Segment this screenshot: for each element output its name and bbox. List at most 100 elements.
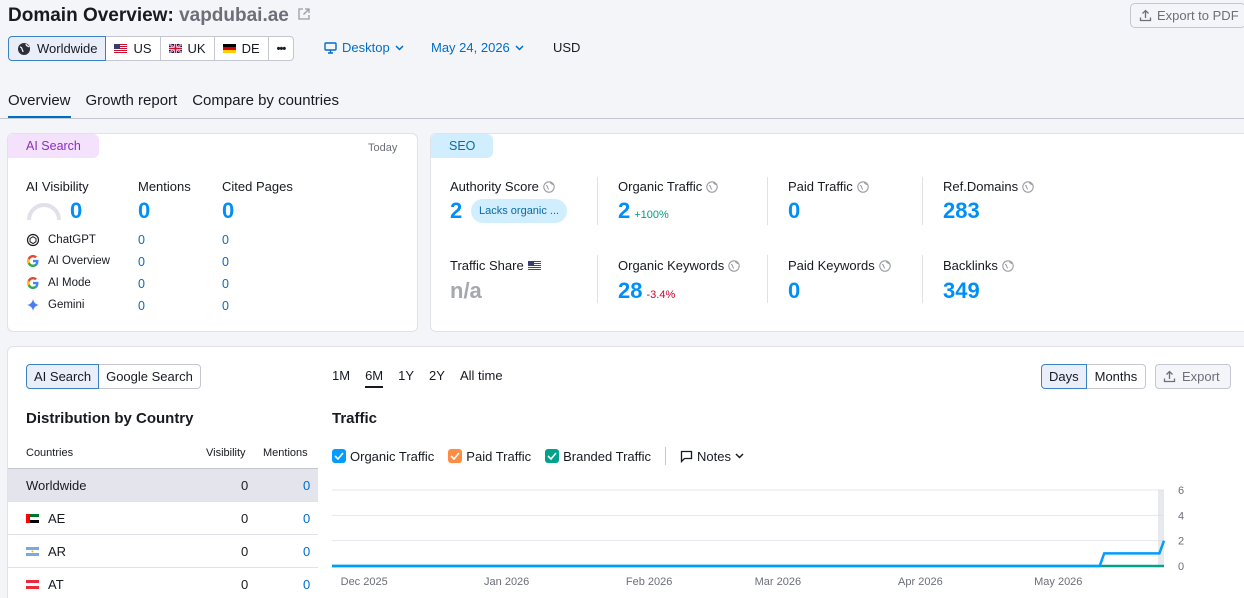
authority-score-value[interactable]: 2 [450, 198, 463, 223]
country-mentions[interactable]: 0 [303, 576, 311, 592]
traffic-share-text: Traffic Share [450, 258, 524, 273]
paid-keywords-value[interactable]: 0 [788, 278, 801, 303]
external-link-icon[interactable] [298, 8, 310, 20]
info-globe-icon[interactable] [857, 180, 869, 193]
paid-traffic-value[interactable]: 0 [788, 198, 801, 223]
today-label: Today [368, 142, 398, 154]
backlinks-value[interactable]: 349 [943, 278, 980, 303]
region-uk[interactable]: UK [159, 36, 215, 61]
visibility-gauge-icon [27, 203, 61, 221]
region-uk-label: UK [187, 41, 206, 56]
organic-keywords-value[interactable]: 28 [618, 278, 643, 303]
region-us-label: US [133, 41, 152, 56]
toggle-google-search[interactable]: Google Search [99, 364, 201, 389]
export-icon [1139, 9, 1152, 22]
ai-search-pill: AI Search [8, 134, 99, 158]
chatgpt-icon [26, 233, 40, 247]
ai-source-mentions[interactable]: 0 [138, 233, 145, 247]
mentions-value[interactable]: 0 [138, 198, 151, 223]
legend-organic[interactable]: Organic Traffic [350, 448, 435, 464]
google-icon [27, 255, 39, 267]
traffic-share-label: Traffic Share [450, 258, 541, 273]
tab-growth-report[interactable]: Growth report [85, 92, 178, 109]
info-globe-icon[interactable] [728, 259, 740, 272]
country-visibility: 0 [241, 510, 249, 526]
domain-name[interactable]: vapdubai.ae [179, 5, 289, 26]
info-globe-icon[interactable] [1002, 259, 1014, 272]
authority-score-label: Authority Score [450, 179, 555, 194]
organic-keywords-text: Organic Keywords [618, 258, 725, 273]
period-6m[interactable]: 6M [365, 368, 384, 388]
country-mentions[interactable]: 0 [303, 477, 311, 493]
divider [922, 177, 923, 225]
export-pdf-label: Export to PDF [1157, 8, 1239, 23]
info-globe-icon[interactable] [1022, 180, 1034, 193]
organic-traffic-value[interactable]: 2 [618, 198, 631, 223]
country-mentions[interactable]: 0 [303, 510, 311, 526]
ai-source-cited[interactable]: 0 [222, 277, 229, 291]
traffic-title: Traffic [332, 410, 378, 427]
col-mentions: Mentions [263, 447, 308, 459]
ai-source-cited[interactable]: 0 [222, 233, 229, 247]
uk-flag-icon [168, 44, 182, 53]
legend-divider [665, 447, 667, 465]
period-all-time[interactable]: All time [459, 368, 503, 383]
export-button[interactable]: Export [1155, 364, 1231, 389]
table-row[interactable]: AR 0 0 [8, 535, 318, 568]
region-de[interactable]: DE [213, 36, 269, 61]
organic-checkbox[interactable] [332, 449, 346, 463]
ai-source-cited[interactable]: 0 [222, 255, 229, 269]
export-pdf-button[interactable]: Export to PDF [1130, 3, 1244, 28]
notes-dropdown[interactable]: Notes [680, 449, 744, 464]
legend-branded[interactable]: Branded Traffic [563, 448, 652, 464]
more-regions-button[interactable]: ••• [267, 36, 295, 61]
ai-source-name: AI Overview [48, 255, 110, 267]
desktop-icon [324, 41, 337, 54]
table-row[interactable]: AE 0 0 [8, 502, 318, 535]
ref-domains-value[interactable]: 283 [943, 198, 980, 223]
ai-source-cited[interactable]: 0 [222, 299, 229, 313]
ar-flag-icon [26, 546, 39, 556]
paid-checkbox[interactable] [448, 449, 463, 463]
country-name: Worldwide [26, 477, 87, 493]
country-name: AR [48, 543, 67, 559]
toggle-days[interactable]: Days [1041, 364, 1087, 389]
ai-source-mentions[interactable]: 0 [138, 255, 145, 269]
legend-paid[interactable]: Paid Traffic [466, 448, 532, 464]
ref-domains-label: Ref.Domains [943, 179, 1034, 194]
ai-source-mentions[interactable]: 0 [138, 277, 145, 291]
device-dropdown[interactable]: Desktop [324, 40, 404, 55]
ai-source-mentions[interactable]: 0 [138, 299, 145, 313]
more-label: ••• [276, 42, 287, 55]
tab-compare-by-countries[interactable]: Compare by countries [192, 92, 339, 109]
table-row[interactable]: AT 0 0 [8, 568, 318, 598]
authority-badge[interactable]: Lacks organic ... [471, 199, 568, 223]
info-globe-icon[interactable] [543, 180, 555, 193]
period-1y[interactable]: 1Y [398, 368, 415, 383]
seo-pill: SEO [431, 134, 494, 158]
y-tick-label: 4 [1178, 510, 1184, 522]
table-row[interactable]: Worldwide 0 0 [8, 469, 318, 502]
branded-checkbox[interactable] [545, 449, 560, 463]
col-visibility: Visibility [206, 447, 246, 459]
country-mentions[interactable]: 0 [303, 543, 311, 559]
distribution-title: Distribution by Country [26, 410, 194, 427]
period-1m[interactable]: 1M [332, 368, 351, 383]
region-worldwide[interactable]: Worldwide [8, 36, 107, 61]
x-tick-label: Feb 2026 [626, 576, 672, 588]
chevron-down-icon [515, 44, 524, 51]
cited-pages-value[interactable]: 0 [222, 198, 235, 223]
ai-visibility-value[interactable]: 0 [70, 198, 83, 223]
date-dropdown[interactable]: May 24, 2026 [431, 40, 524, 55]
main-tabs: Overview Growth report Compare by countr… [8, 92, 339, 118]
granularity-toggle: Days Months [1041, 364, 1147, 389]
divider [767, 255, 768, 303]
toggle-ai-search[interactable]: AI Search [26, 364, 100, 389]
period-2y[interactable]: 2Y [429, 368, 445, 383]
chevron-down-icon [735, 453, 744, 459]
info-globe-icon[interactable] [878, 259, 891, 272]
tab-overview[interactable]: Overview [8, 92, 71, 118]
info-globe-icon[interactable] [706, 180, 719, 193]
toggle-months[interactable]: Months [1086, 364, 1147, 389]
